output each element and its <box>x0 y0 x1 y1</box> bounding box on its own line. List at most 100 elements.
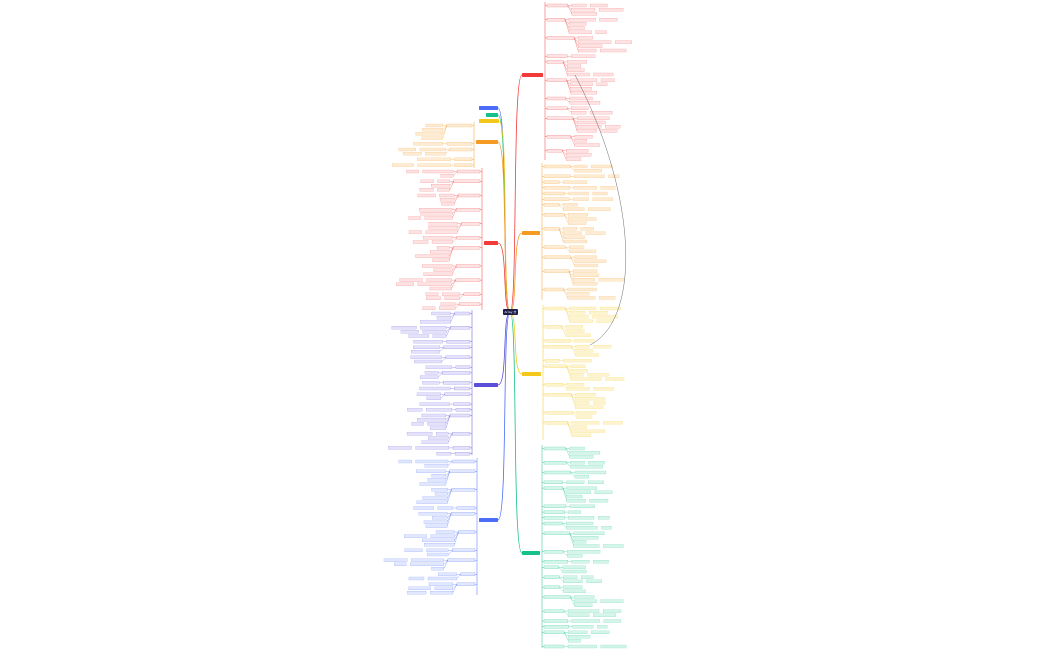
sub-node[interactable] <box>454 452 471 456</box>
leaf-node[interactable] <box>570 78 598 82</box>
leaf-node[interactable] <box>567 554 583 558</box>
leaf-node[interactable] <box>567 72 590 77</box>
sub-node[interactable] <box>543 197 570 201</box>
sub-node[interactable] <box>546 60 564 64</box>
leaf-node[interactable] <box>408 230 422 234</box>
leaf-node[interactable] <box>567 613 590 617</box>
leaf-node[interactable] <box>420 375 439 379</box>
leaf-node[interactable] <box>424 216 453 220</box>
leaf-node[interactable] <box>426 408 453 412</box>
sub-node[interactable] <box>452 446 471 450</box>
sub-node[interactable] <box>543 516 565 520</box>
leaf-node[interactable] <box>436 246 450 250</box>
leaf-node[interactable] <box>593 613 616 617</box>
leaf-node[interactable] <box>573 536 599 540</box>
leaf-node[interactable] <box>571 560 590 564</box>
leaf-node[interactable] <box>404 548 423 552</box>
leaf-node[interactable] <box>608 174 620 178</box>
leaf-node[interactable] <box>563 239 588 244</box>
leaf-node[interactable] <box>568 221 587 225</box>
leaf-node[interactable] <box>423 272 453 276</box>
leaf-node[interactable] <box>422 381 440 385</box>
leaf-node[interactable] <box>425 123 443 128</box>
sub-node[interactable] <box>544 306 566 311</box>
leaf-node[interactable] <box>391 326 417 330</box>
leaf-node[interactable] <box>576 411 597 415</box>
leaf-node[interactable] <box>580 575 594 579</box>
leaf-node[interactable] <box>436 316 451 320</box>
leaf-node[interactable] <box>422 306 436 310</box>
leaf-node[interactable] <box>437 188 450 192</box>
sub-node[interactable] <box>543 531 570 536</box>
sub-node[interactable] <box>446 123 473 128</box>
leaf-node[interactable] <box>417 193 436 198</box>
sub-node[interactable] <box>452 246 481 250</box>
leaf-node[interactable] <box>432 516 448 520</box>
leaf-node[interactable] <box>566 521 594 526</box>
branch-node[interactable] <box>522 73 543 77</box>
branch-node[interactable] <box>486 113 498 117</box>
leaf-node[interactable] <box>422 169 454 174</box>
leaf-node[interactable] <box>412 240 429 244</box>
leaf-node[interactable] <box>588 480 604 484</box>
leaf-node[interactable] <box>565 329 585 333</box>
sub-node[interactable] <box>543 595 571 599</box>
sub-node[interactable] <box>543 470 572 475</box>
sub-node[interactable] <box>546 96 566 101</box>
leaf-node[interactable] <box>567 644 597 649</box>
leaf-node[interactable] <box>570 82 593 86</box>
sub-node[interactable] <box>543 213 565 217</box>
leaf-node[interactable] <box>589 311 608 315</box>
leaf-node[interactable] <box>399 278 423 282</box>
leaf-node[interactable] <box>569 245 585 249</box>
leaf-node[interactable] <box>567 550 601 554</box>
sub-node[interactable] <box>544 393 572 397</box>
leaf-node[interactable] <box>600 186 616 190</box>
leaf-node[interactable] <box>591 164 613 169</box>
leaf-node[interactable] <box>593 560 609 564</box>
leaf-node[interactable] <box>437 179 450 183</box>
leaf-node[interactable] <box>396 282 414 286</box>
sub-node[interactable] <box>454 311 471 316</box>
leaf-node[interactable] <box>424 543 455 547</box>
leaf-node[interactable] <box>419 386 451 391</box>
leaf-node[interactable] <box>427 552 449 557</box>
leaf-node[interactable] <box>600 78 615 82</box>
leaf-node[interactable] <box>426 296 441 300</box>
leaf-node[interactable] <box>573 540 587 544</box>
sub-node[interactable] <box>443 345 471 349</box>
leaf-node[interactable] <box>420 326 447 330</box>
leaf-node[interactable] <box>567 287 597 292</box>
leaf-node[interactable] <box>566 526 598 530</box>
leaf-node[interactable] <box>575 393 596 397</box>
sub-node[interactable] <box>543 521 563 526</box>
sub-node[interactable] <box>543 510 565 514</box>
leaf-node[interactable] <box>419 188 434 192</box>
leaf-node[interactable] <box>573 186 597 190</box>
sub-node[interactable] <box>546 3 568 8</box>
leaf-node[interactable] <box>400 330 419 334</box>
leaf-node[interactable] <box>406 432 433 436</box>
leaf-node[interactable] <box>589 111 613 115</box>
leaf-node[interactable] <box>404 534 427 538</box>
sub-node[interactable] <box>544 364 567 368</box>
leaf-node[interactable] <box>590 3 608 8</box>
sub-node[interactable] <box>459 302 481 306</box>
sub-node[interactable] <box>544 421 568 425</box>
leaf-node[interactable] <box>439 193 455 198</box>
sub-node[interactable] <box>544 359 560 363</box>
leaf-node[interactable] <box>568 18 596 22</box>
branch-node[interactable] <box>479 106 498 110</box>
leaf-node[interactable] <box>568 635 591 639</box>
leaf-node[interactable] <box>571 619 600 623</box>
leaf-node[interactable] <box>427 422 447 426</box>
sub-node[interactable] <box>454 386 471 391</box>
leaf-node[interactable] <box>430 250 450 254</box>
leaf-node[interactable] <box>417 163 451 167</box>
sub-node[interactable] <box>442 371 471 375</box>
leaf-node[interactable] <box>567 292 590 296</box>
leaf-node[interactable] <box>569 311 586 315</box>
leaf-node[interactable] <box>440 302 456 306</box>
leaf-node[interactable] <box>435 530 455 534</box>
leaf-node[interactable] <box>420 212 453 216</box>
